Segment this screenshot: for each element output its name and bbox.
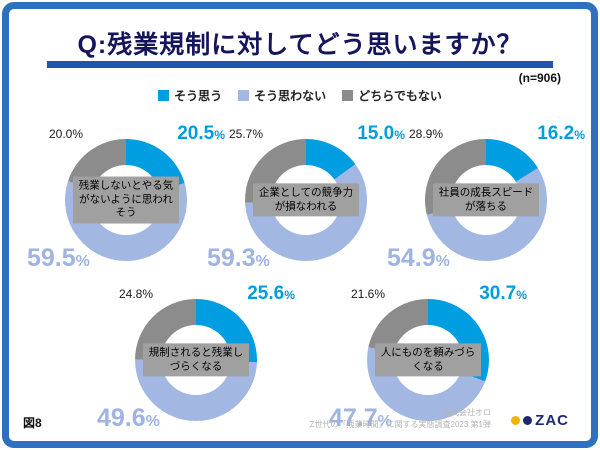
chart-title-1: 残業しないとやる気がないように思われそう (73, 176, 179, 224)
legend-label: そう思う (174, 89, 223, 103)
legend-item-agree: そう思う (158, 87, 222, 104)
percent-sign: % (284, 288, 295, 302)
value-number: 59.3 (207, 244, 256, 272)
legend-item-neither: どちらでもない (342, 87, 442, 104)
percent-sign: % (394, 128, 405, 142)
footer-credit: 株式会社オロ Z世代の「残業時間」に関する実態調査2023 第1弾 (310, 407, 491, 431)
legend-item-disagree: そう思わない (238, 87, 326, 104)
chart-title-5: 人にものを頼みづらくなる (375, 343, 481, 377)
neither-value-2: 25.7% (229, 127, 264, 141)
percent-sign: % (574, 128, 585, 142)
company-name: 株式会社オロ (443, 408, 491, 417)
value-number: 47.7 (329, 404, 378, 432)
percent-sign: % (214, 128, 225, 142)
agree-value-3: 16.2% (537, 123, 585, 145)
value-number: 59.5 (27, 244, 76, 272)
logo-dot-navy (523, 416, 533, 425)
chart-title-2: 企業としての競争力が損なわれる (253, 183, 359, 217)
legend: そう思う そう思わない どちらでもない (9, 87, 591, 104)
value-number: 15.0 (357, 123, 395, 144)
neither-value-5: 21.6% (351, 287, 386, 301)
value-number: 25.6 (247, 283, 285, 304)
value-number: 49.6 (97, 404, 146, 432)
survey-name: Z世代の「残業時間」に関する実態調査2023 第1弾 (309, 420, 491, 429)
agree-value-2: 15.0% (357, 123, 405, 145)
value-number: 16.2 (537, 123, 575, 144)
sample-size: (n=906) (518, 71, 561, 85)
donut-chart-4: 24.8% 25.6% 規制されると残業しづらくなる 49.6% (97, 281, 297, 433)
neither-value-1: 20.0% (49, 127, 84, 141)
neither-value-4: 24.8% (119, 287, 154, 301)
donut-chart-2: 25.7% 15.0% 企業としての競争力が損なわれる 59.3% (207, 121, 407, 273)
donut-chart-1: 20.0% 20.5% 残業しないとやる気がないように思われそう 59.5% (27, 121, 227, 273)
legend-label: そう思わない (254, 89, 327, 103)
percent-sign: % (145, 413, 160, 430)
donut-chart-5: 21.6% 30.7% 人にものを頼みづらくなる 47.7% (329, 281, 529, 433)
chart-title-4: 規制されると残業しづらくなる (143, 343, 249, 377)
disagree-value-4: 49.6% (97, 404, 160, 433)
page-title: Q:残業規制に対してどう思いますか？ (77, 31, 523, 59)
chart-title-3: 社員の成長スピードが落ちる (433, 183, 539, 217)
percent-sign: % (435, 253, 450, 270)
neither-value-3: 28.9% (409, 127, 444, 141)
percent-sign: % (255, 253, 270, 270)
agree-value-5: 30.7% (479, 283, 527, 305)
value-number: 30.7 (479, 283, 517, 304)
donut-chart-3: 28.9% 16.2% 社員の成長スピードが落ちる 54.9% (387, 121, 587, 273)
figure-label: 図8 (23, 416, 42, 430)
legend-swatch-neither (342, 90, 354, 101)
agree-value-4: 25.6% (247, 283, 295, 305)
value-number: 20.5 (177, 123, 215, 144)
value-number: 54.9 (387, 244, 436, 272)
legend-swatch-disagree (238, 90, 250, 101)
disagree-value-3: 54.9% (387, 244, 450, 273)
zac-logo: ZAC (511, 412, 569, 429)
disagree-value-5: 47.7% (329, 404, 392, 433)
disagree-value-2: 59.3% (207, 244, 270, 273)
legend-swatch-agree (158, 90, 170, 101)
logo-text: ZAC (535, 412, 569, 429)
title-underline (47, 61, 553, 68)
logo-dot-yellow (511, 416, 521, 425)
percent-sign: % (516, 288, 527, 302)
percent-sign: % (75, 253, 90, 270)
disagree-value-1: 59.5% (27, 244, 90, 273)
percent-sign: % (377, 413, 392, 430)
agree-value-1: 20.5% (177, 123, 225, 145)
legend-label: どちらでもない (358, 89, 442, 103)
